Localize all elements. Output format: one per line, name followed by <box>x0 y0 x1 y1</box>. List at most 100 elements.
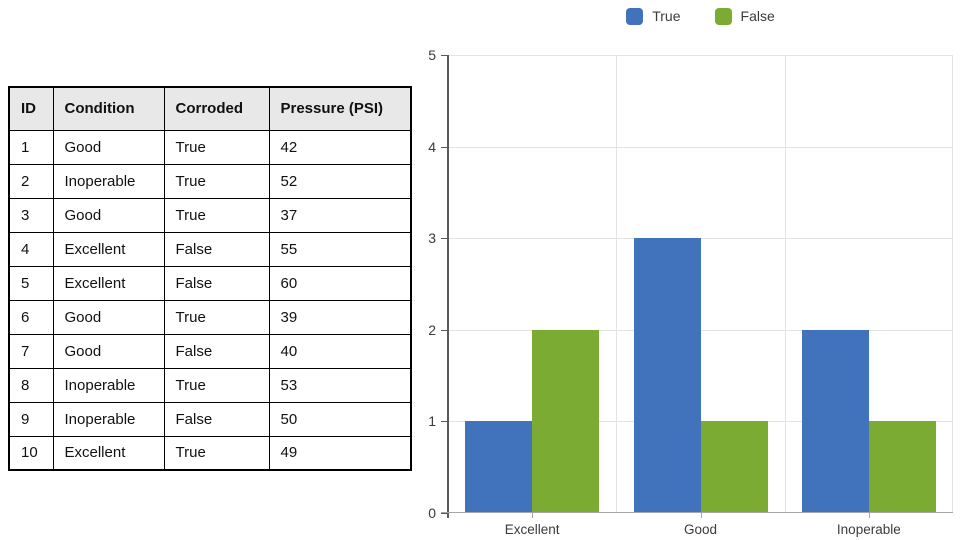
table-row: 1 Good True 42 <box>8 129 412 165</box>
y-axis-tick <box>441 329 447 331</box>
table-cell: True <box>163 435 270 471</box>
table-cell: 5 <box>8 265 54 301</box>
table-row: 4 Excellent False 55 <box>8 231 412 267</box>
table-cell: 1 <box>8 129 54 165</box>
table-cell: False <box>163 333 270 369</box>
y-axis-tick <box>441 146 447 148</box>
table-cell: 50 <box>268 401 412 437</box>
legend-swatch-true <box>626 7 644 25</box>
table-cell: True <box>163 299 270 335</box>
table-cell: True <box>163 163 270 199</box>
table-cell: Inoperable <box>52 401 165 437</box>
table-row: 6 Good True 39 <box>8 299 412 335</box>
table-cell: Good <box>52 129 165 165</box>
table-cell: 10 <box>8 435 54 471</box>
y-axis-line <box>447 55 449 518</box>
gridline-horizontal <box>448 146 953 148</box>
y-tick-label: 5 <box>428 47 436 63</box>
table-cell: 4 <box>8 231 54 267</box>
legend-swatch-false <box>714 7 732 25</box>
y-tick-label: 4 <box>428 138 436 155</box>
table-cell: True <box>163 197 270 233</box>
table-cell: True <box>163 129 270 165</box>
gridline-vertical <box>784 55 786 513</box>
y-tick-label: 2 <box>428 321 436 338</box>
table-cell: 9 <box>8 401 54 437</box>
x-category-label: Inoperable <box>836 522 901 537</box>
table-cell: 52 <box>268 163 412 199</box>
table-cell: True <box>163 367 270 403</box>
table-body: 1 Good True 42 2 Inoperable True 52 3 Good True 37 4… <box>8 129 412 471</box>
table-cell: Excellent <box>52 265 165 301</box>
table-cell: False <box>163 265 270 301</box>
gridline-horizontal <box>448 238 953 240</box>
table-cell: 42 <box>268 129 412 165</box>
table-cell: 8 <box>8 367 54 403</box>
table-cell: 7 <box>8 333 54 369</box>
table-header-row: ID Condition Corroded Pressure (PSI) <box>8 86 412 131</box>
x-axis-tick <box>868 513 870 518</box>
y-tick-label: 1 <box>428 413 436 430</box>
bar-false-excellent <box>532 329 600 513</box>
gridline-vertical <box>616 55 618 513</box>
x-axis-tick <box>532 513 534 518</box>
y-axis-tick <box>441 238 447 240</box>
y-axis-tick <box>441 55 447 56</box>
table-row: 3 Good True 37 <box>8 197 412 233</box>
table-cell: Excellent <box>52 435 165 471</box>
gridline-horizontal <box>448 329 953 331</box>
chart-legend: True False <box>448 6 953 26</box>
table-cell: Inoperable <box>52 367 165 403</box>
y-tick-label: 0 <box>428 505 436 521</box>
y-axis-tick <box>441 513 447 514</box>
x-category-label: Excellent <box>504 522 560 537</box>
table-row: 2 Inoperable True 52 <box>8 163 412 199</box>
column-header: ID <box>8 86 54 131</box>
column-header: Condition <box>52 86 165 131</box>
legend-item-false: False <box>714 7 775 25</box>
table-cell: 49 <box>268 435 412 471</box>
x-axis-tick <box>700 513 702 518</box>
x-category-label: Good <box>683 522 718 537</box>
legend-label: False <box>740 8 775 24</box>
table-cell: Inoperable <box>52 163 165 199</box>
table-cell: 40 <box>268 333 412 369</box>
legend-label: True <box>652 8 681 24</box>
table-cell: 37 <box>268 197 412 233</box>
table-row: 7 Good False 40 <box>8 333 412 369</box>
column-header: Pressure (PSI) <box>268 86 412 131</box>
table-cell: 6 <box>8 299 54 335</box>
table-cell: 39 <box>268 299 412 335</box>
table-row: 9 Inoperable False 50 <box>8 401 412 437</box>
table-header: ID Condition Corroded Pressure (PSI) <box>8 86 412 131</box>
y-axis-tick <box>441 421 447 423</box>
table-cell: 60 <box>268 265 412 301</box>
table-cell: 3 <box>8 197 54 233</box>
table-row: 10 Excellent True 49 <box>8 435 412 471</box>
legend-item-true: True <box>626 7 681 25</box>
column-header: Corroded <box>163 86 270 131</box>
table-cell: False <box>163 231 270 267</box>
table-cell: Good <box>52 299 165 335</box>
bar-true-excellent <box>465 421 533 513</box>
chart-plot <box>441 55 953 518</box>
table-cell: 2 <box>8 163 54 199</box>
bar-true-good <box>633 238 701 513</box>
x-axis-line <box>441 512 953 513</box>
table-cell: Good <box>52 333 165 369</box>
data-table: ID Condition Corroded Pressure (PSI) 1 Good T… <box>8 86 412 471</box>
bar-true-inoperable <box>801 329 869 513</box>
table-cell: Excellent <box>52 231 165 267</box>
table-cell: Good <box>52 197 165 233</box>
gridline-horizontal <box>448 55 953 56</box>
table-row: 5 Excellent False 60 <box>8 265 412 301</box>
bar-false-inoperable <box>868 421 936 513</box>
table-cell: 53 <box>268 367 412 403</box>
table-cell: 55 <box>268 231 412 267</box>
plot-right-border <box>952 55 953 513</box>
table-row: 8 Inoperable True 53 <box>8 367 412 403</box>
y-tick-label: 3 <box>428 230 436 247</box>
table-cell: False <box>163 401 270 437</box>
bar-false-good <box>700 421 768 513</box>
